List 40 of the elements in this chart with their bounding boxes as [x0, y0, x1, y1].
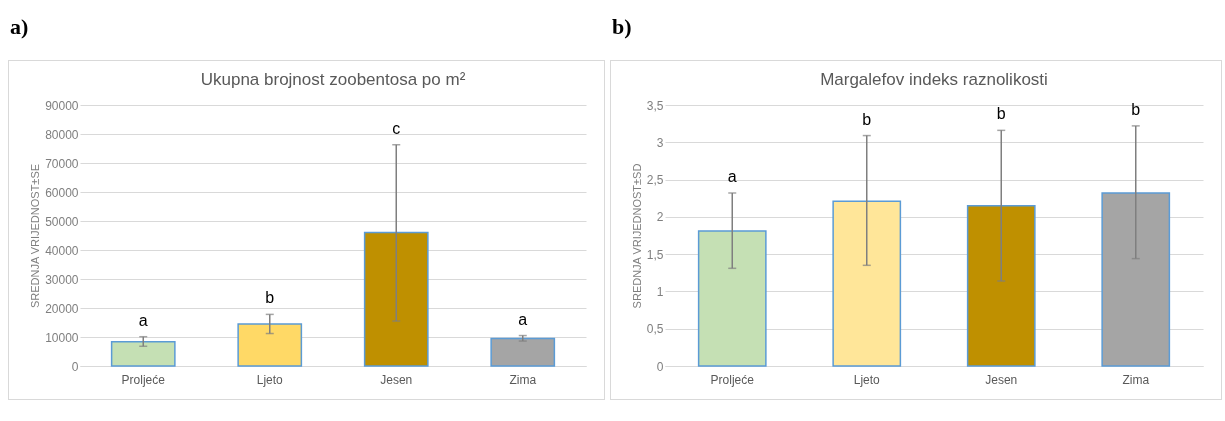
chart-title: Margalefov indeks raznolikosti [820, 70, 1048, 89]
annotation: b [1131, 100, 1141, 118]
x-tick-label: Ljeto [256, 372, 284, 387]
chart-title: Ukupna brojnost zoobentosa po m² [200, 70, 466, 89]
y-tick-label: 0 [71, 359, 79, 374]
y-axis-title: SREDNJA VRIJEDNOST±SD [630, 163, 643, 309]
y-tick-label: 2 [656, 210, 664, 225]
x-tick-label: Zima [509, 372, 537, 387]
annotation: a [518, 310, 528, 328]
text: a) [10, 14, 29, 40]
y-tick-label: 80000 [45, 127, 79, 142]
x-tick-label: Proljeće [710, 372, 755, 387]
y-tick-label: 40000 [45, 243, 79, 258]
annotation: b [862, 110, 872, 128]
y-tick-label: 50000 [45, 214, 79, 229]
x-tick-label: Zima [1122, 372, 1150, 387]
y-tick-label: 30000 [45, 272, 79, 287]
x-tick-label: Ljeto [853, 372, 881, 387]
annotation: a [727, 167, 737, 185]
annotation: b [265, 289, 275, 307]
y-axis-title: SREDNJA VRIJEDNOST±SE [29, 163, 42, 309]
text: b) [612, 14, 632, 40]
x-tick-label: Proljeće [121, 372, 166, 387]
y-tick-label: 0,5 [646, 322, 664, 337]
annotation: b [996, 105, 1006, 123]
y-tick-label: 20000 [45, 301, 79, 316]
x-tick-label: Jesen [380, 372, 413, 387]
y-tick-label: 3,5 [646, 98, 664, 113]
y-tick-label: 1,5 [646, 247, 664, 262]
y-tick-label: 10000 [45, 330, 79, 345]
y-tick-label: 60000 [45, 185, 79, 200]
annotation: c [392, 119, 401, 137]
x-tick-label: Jesen [985, 372, 1018, 387]
y-tick-label: 0 [656, 359, 664, 374]
annotation: a [138, 311, 148, 329]
y-tick-label: 70000 [45, 156, 79, 171]
y-tick-label: 2,5 [646, 173, 664, 188]
y-tick-label: 3 [656, 135, 664, 150]
y-tick-label: 1 [656, 284, 664, 299]
y-tick-label: 90000 [45, 98, 79, 113]
